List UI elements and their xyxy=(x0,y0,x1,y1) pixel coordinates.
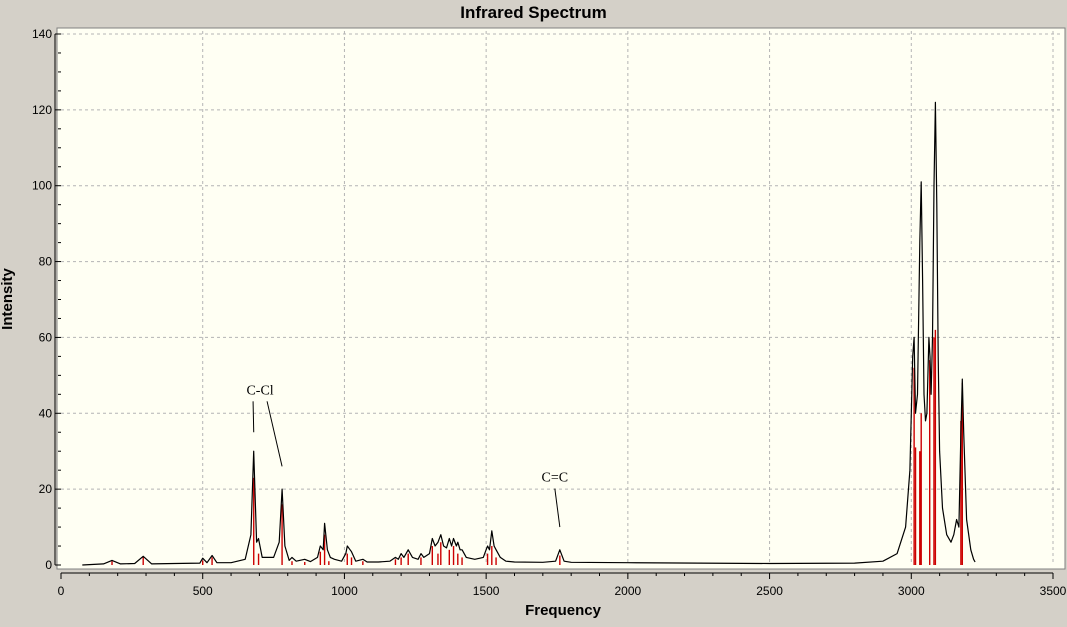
y-tick-label: 20 xyxy=(39,482,53,496)
envelope-series xyxy=(82,101,976,566)
y-tick-label: 100 xyxy=(32,179,52,193)
x-tick-label: 3500 xyxy=(1040,584,1067,598)
x-axis-label: Frequency xyxy=(525,602,602,619)
y-tick-label: 80 xyxy=(39,255,53,269)
grid-lines xyxy=(61,31,1062,565)
x-tick-label: 2500 xyxy=(756,584,783,598)
annotation-label: C=C xyxy=(542,471,569,486)
annotation-pointer xyxy=(266,401,283,467)
peak-annotations: C-Cl C=C xyxy=(246,383,569,528)
y-tick-label: 60 xyxy=(39,330,53,344)
y-tick-label: 0 xyxy=(45,558,52,572)
stick-series xyxy=(111,329,964,565)
x-tick-label: 0 xyxy=(58,584,65,598)
annotation-pointer xyxy=(252,401,255,433)
annotation-label: C-Cl xyxy=(246,383,273,398)
spectrum-line xyxy=(82,101,976,566)
chart-title: Infrared Spectrum xyxy=(460,3,607,22)
x-tick-label: 500 xyxy=(193,584,213,598)
y-tick-label: 120 xyxy=(32,103,52,117)
x-tick-label: 3000 xyxy=(898,584,925,598)
plot-background xyxy=(56,27,1066,570)
x-tick-label: 1000 xyxy=(331,584,358,598)
y-axis-label: Intensity xyxy=(0,268,16,330)
x-tick-label: 1500 xyxy=(473,584,500,598)
annotation-pointer xyxy=(554,488,561,528)
y-tick-label: 140 xyxy=(32,27,52,41)
axes: 0 20 40 60 80 100 120 140 0 500 1000 1500 2000 2500 30… xyxy=(32,27,1067,598)
y-tick-label: 40 xyxy=(39,406,53,420)
x-tick-label: 2000 xyxy=(615,584,642,598)
